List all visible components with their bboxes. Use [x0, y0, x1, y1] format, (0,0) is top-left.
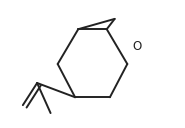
Text: O: O	[132, 40, 142, 53]
